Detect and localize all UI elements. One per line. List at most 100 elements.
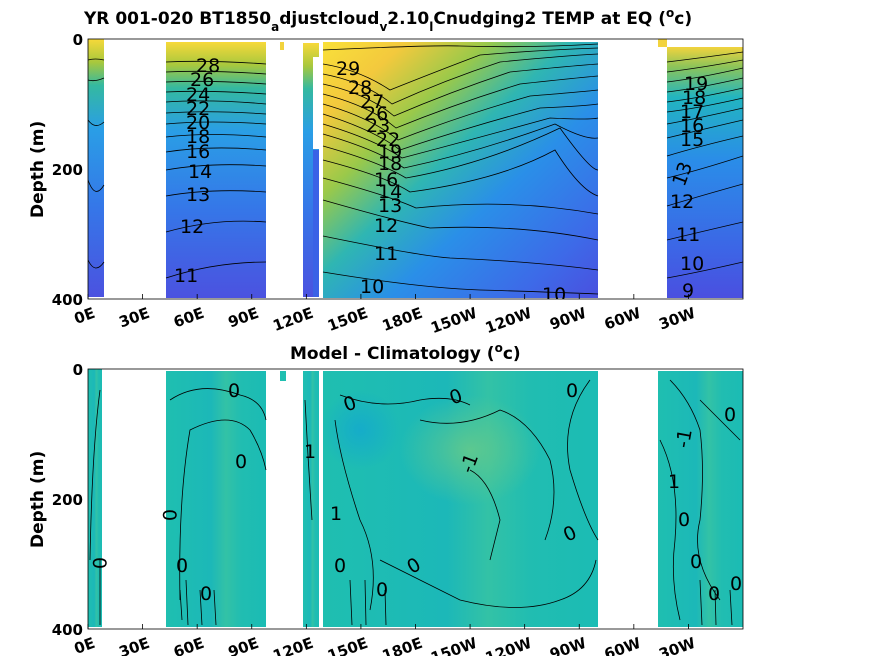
clabel: 0 <box>566 380 578 402</box>
upper-xticks: 0E 30E 60E 90E 120E 150E 180E 150W 120W 90W 60W 30W <box>72 294 698 337</box>
xtick-label: 60E <box>171 304 206 332</box>
lower-yticks: 0 200 400 <box>52 361 83 639</box>
xtick-label: 180E <box>380 304 425 335</box>
xtick-label: 30E <box>117 634 152 656</box>
clabel: 19 <box>378 141 402 163</box>
upper-field: 28 26 24 22 20 18 16 14 13 12 11 29 28 2… <box>88 39 743 306</box>
xtick-label: 0E <box>72 304 98 328</box>
xtick-label: 90W <box>547 304 589 334</box>
clabel: 12 <box>374 215 398 237</box>
upper-labels-atlantic: 19 18 17 16 15 13 12 11 10 9 <box>668 73 708 302</box>
lower-labels: 0 0 0 0 0 0 0 0 0 0 0 0 0 -1 -1 1 1 1 0 … <box>88 380 742 605</box>
clabel: 11 <box>374 243 398 265</box>
clabel: 0 <box>88 557 110 569</box>
clabel: 22 <box>376 129 400 151</box>
clabel: 0 <box>690 551 702 573</box>
clabel: 0 <box>724 404 736 426</box>
clabel: 18 <box>186 126 210 148</box>
xtick-label: 90E <box>226 304 261 332</box>
upper-title: YR 001-020 BT1850adjustcloudv2.10lCnudgi… <box>83 6 692 34</box>
ytick-label: 200 <box>52 491 83 509</box>
clabel: 0 <box>228 380 240 402</box>
xtick-label: 150W <box>428 634 480 656</box>
xtick-label: 0E <box>72 634 98 656</box>
upper-panel: YR 001-020 BT1850adjustcloudv2.10lCnudgi… <box>28 6 744 337</box>
lower-field: 0 0 0 0 0 0 0 0 0 0 0 0 0 -1 -1 1 1 1 0 … <box>88 369 743 629</box>
clabel: 0 <box>708 583 720 605</box>
ytick-label: 400 <box>52 621 83 639</box>
lower-panel: Model - Climatology (oc) <box>28 341 744 656</box>
xtick-label: 60W <box>602 634 644 656</box>
xtick-label: 90E <box>226 634 261 656</box>
clabel: 0 <box>235 451 247 473</box>
xtick-label: 150W <box>428 304 480 337</box>
clabel: 0 <box>200 583 212 605</box>
clabel: 18 <box>378 153 402 175</box>
clabel: 0 <box>158 509 180 521</box>
clabel: 10 <box>360 276 384 298</box>
xtick-label: 120E <box>270 304 315 335</box>
clabel: 0 <box>730 573 742 595</box>
xtick-label: 150E <box>325 634 370 656</box>
xtick-label: 60E <box>171 634 206 656</box>
clabel: 19 <box>684 73 708 95</box>
clabel: 28 <box>196 55 220 77</box>
upper-contours-atlantic <box>666 51 743 279</box>
lower-contours <box>89 379 741 626</box>
clabel: 26 <box>190 69 214 91</box>
clabel: 10 <box>680 253 704 275</box>
clabel: 0 <box>334 555 346 577</box>
clabel: 23 <box>366 115 390 137</box>
upper-contours-pacific <box>322 43 599 295</box>
clabel: 27 <box>360 91 384 113</box>
clabel: 14 <box>188 161 212 183</box>
clabel: 22 <box>186 98 210 120</box>
clabel: 11 <box>174 265 198 287</box>
xtick-label: 30E <box>117 304 152 332</box>
clabel: 29 <box>336 58 360 80</box>
lower-ylabel: Depth (m) <box>28 451 48 548</box>
clabel: 24 <box>186 84 210 106</box>
lower-title: Model - Climatology (oc) <box>290 341 521 364</box>
clabel: 1 <box>668 471 680 493</box>
clabel: 28 <box>348 77 372 99</box>
ytick-label: 0 <box>73 361 83 379</box>
upper-labels-pacific: 29 28 27 26 23 22 19 18 16 14 13 12 11 1… <box>336 58 566 306</box>
clabel: 11 <box>676 224 700 246</box>
ytick-label: 200 <box>52 161 83 179</box>
clabel: 17 <box>680 101 704 123</box>
ytick-label: 0 <box>73 31 83 49</box>
upper-contours-indian <box>88 58 267 279</box>
clabel: 13 <box>378 195 402 217</box>
clabel: 16 <box>374 169 398 191</box>
clabel: 0 <box>678 509 690 531</box>
clabel: 10 <box>542 284 566 306</box>
xtick-label: 90W <box>547 634 589 656</box>
clabel: 9 <box>682 280 694 302</box>
clabel: 14 <box>378 181 402 203</box>
clabel: 20 <box>186 112 210 134</box>
clabel: 12 <box>670 191 694 213</box>
clabel: 1 <box>304 441 316 463</box>
clabel: 26 <box>364 103 388 125</box>
clabel: -1 <box>672 427 697 449</box>
clabel: 1 <box>330 503 342 525</box>
clabel: 16 <box>186 141 210 163</box>
clabel: 0 <box>376 579 388 601</box>
clabel: 0 <box>176 555 188 577</box>
upper-ylabel: Depth (m) <box>28 121 48 218</box>
xtick-label: 180E <box>380 634 425 656</box>
xtick-label: 120E <box>270 634 315 656</box>
xtick-label: 30W <box>656 634 698 656</box>
upper-yticks: 0 200 400 <box>52 31 83 309</box>
clabel: 15 <box>680 129 704 151</box>
xtick-label: 120W <box>483 634 535 656</box>
xtick-label: 150E <box>325 304 370 335</box>
xtick-label: 60W <box>602 304 644 334</box>
clabel: 13 <box>186 184 210 206</box>
clabel: 12 <box>180 216 204 238</box>
xtick-label: 120W <box>483 304 535 337</box>
clabel: 18 <box>682 87 706 109</box>
xtick-label: 30W <box>656 304 698 334</box>
